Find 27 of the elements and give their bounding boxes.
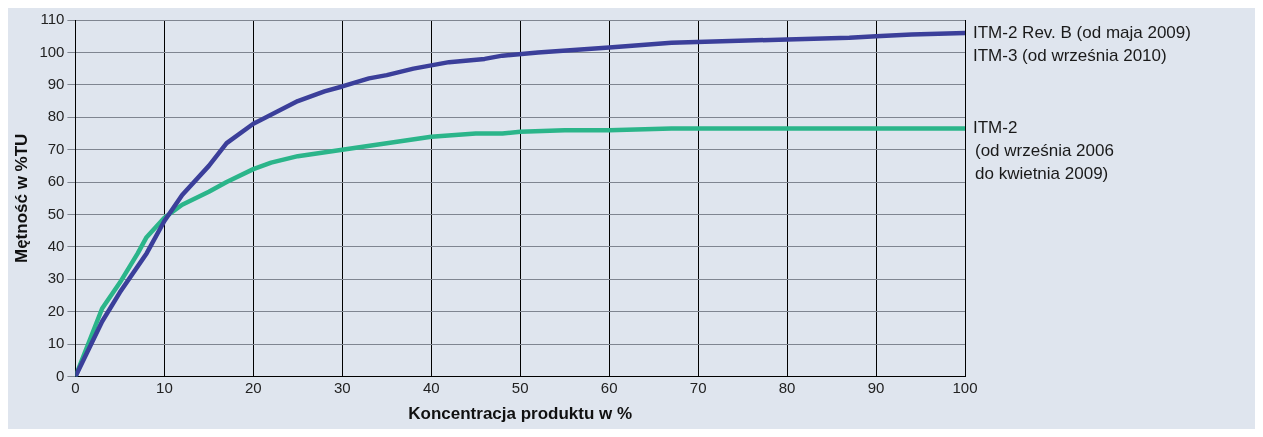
x-tick-label: 10	[156, 378, 173, 396]
x-tick-label: 60	[600, 378, 618, 396]
x-tick-label: 40	[422, 378, 440, 396]
x-tick-label: 50	[511, 378, 529, 396]
x-tick-label: 80	[778, 378, 796, 396]
x-tick-label: 100	[952, 378, 978, 396]
x-tick-label: 90	[867, 378, 885, 396]
y-tick-label: 70	[47, 139, 65, 157]
series-label: ITM-2 Rev. B (od maja 2009) ITM-3 (od września 2010)	[973, 22, 1191, 65]
x-tick-label: 0	[71, 378, 80, 396]
y-tick-label: 30	[47, 269, 65, 287]
y-tick-label: 60	[47, 172, 65, 190]
y-tick-label: 110	[40, 10, 65, 28]
y-tick-label: 10	[47, 334, 65, 352]
y-tick-label: 90	[47, 74, 65, 92]
y-tick-label: 50	[47, 204, 65, 222]
x-tick-label: 70	[689, 378, 707, 396]
x-axis-title: Koncentracja produktu w %	[408, 404, 633, 424]
x-tick-label: 20	[245, 378, 262, 396]
y-tick-label: 100	[39, 42, 65, 60]
y-tick-label: 0	[56, 366, 65, 384]
y-tick-label: 40	[47, 237, 65, 255]
series-label: ITM-2 (od września 2006 do kwietnia 2009)	[973, 118, 1114, 184]
y-tick-label: 80	[47, 107, 65, 125]
y-tick-label: 20	[47, 301, 65, 319]
x-tick-label: 30	[333, 378, 351, 396]
y-axis-title: Mętność w %TU	[11, 133, 31, 263]
